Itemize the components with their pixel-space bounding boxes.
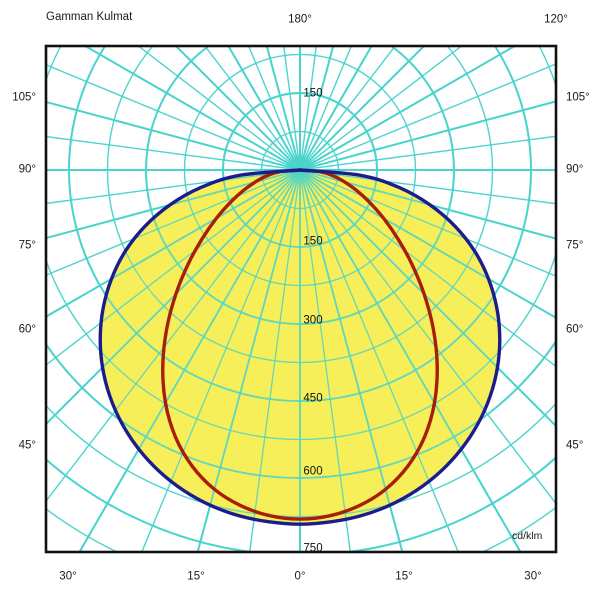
- grid-ring: [183, 53, 417, 287]
- grid-ray: [299, 169, 556, 428]
- grid-ring: [46, 339, 556, 479]
- grid-ray: [46, 169, 301, 318]
- axis-label-left-3: 60°: [18, 323, 36, 336]
- grid-ray: [174, 46, 301, 171]
- grid-ray: [46, 169, 301, 426]
- radial-scale-label-0: 150: [303, 87, 323, 100]
- radial-scale-label-5: 750: [303, 542, 323, 555]
- grid-ray: [299, 46, 396, 171]
- grid-ray: [204, 46, 301, 171]
- grid-ray: [83, 46, 301, 171]
- grid-ray: [299, 46, 463, 171]
- radial-scale-label-3: 450: [303, 392, 323, 405]
- page-title: Gamman Kulmat: [46, 11, 133, 23]
- radial-scale-label-2: 300: [303, 314, 323, 327]
- grid-ray: [46, 64, 301, 171]
- radial-scale-label-1: 150: [303, 235, 323, 248]
- grid-ray: [299, 63, 556, 171]
- axis-label-right-2: 75°: [566, 239, 584, 252]
- grid-ray: [196, 169, 301, 552]
- axis-label-top-0: 180°: [288, 13, 312, 26]
- grid-ray: [299, 169, 556, 319]
- grid-ray: [299, 169, 522, 552]
- grid-ray: [137, 46, 301, 171]
- grid-ray: [299, 169, 556, 368]
- grid-ray: [299, 100, 556, 171]
- axis-label-bottom-0: 30°: [59, 570, 77, 583]
- grid-ray: [46, 169, 301, 240]
- axis-label-left-4: 45°: [18, 439, 36, 452]
- grid-ring: [68, 46, 532, 402]
- grid-ray: [46, 169, 301, 366]
- axis-label-bottom-2: 0°: [294, 570, 306, 583]
- grid-ray: [46, 169, 301, 276]
- axis-label-right-3: 60°: [566, 323, 584, 336]
- axis-label-bottom-3: 15°: [395, 570, 413, 583]
- axis-label-left-1: 90°: [18, 163, 36, 176]
- grid-ray: [299, 169, 556, 505]
- grid-ray: [78, 169, 301, 552]
- grid-ring: [46, 402, 556, 518]
- grid-ray: [299, 46, 426, 171]
- grid-ring: [260, 130, 340, 210]
- axis-label-right-0: 105°: [566, 91, 590, 104]
- axis-label-bottom-4: 30°: [524, 570, 542, 583]
- plot-frame-border: [44, 44, 558, 554]
- grid-ring: [106, 46, 494, 364]
- curve-c0-c180: [98, 168, 502, 526]
- grid-ray: [46, 100, 301, 171]
- axis-label-right-1: 90°: [566, 163, 584, 176]
- axis-label-right-4: 45°: [566, 439, 584, 452]
- unit-label: cd/klm: [512, 530, 543, 542]
- axis-label-left-0: 105°: [12, 91, 36, 104]
- grid-ring: [222, 92, 378, 248]
- grid-ray: [299, 169, 404, 552]
- grid-ray: [299, 169, 556, 205]
- grid-ring: [46, 46, 556, 441]
- axis-label-left-2: 75°: [18, 239, 36, 252]
- grid-ray: [141, 169, 301, 552]
- grid-ray: [299, 169, 556, 240]
- grid-ray: [299, 169, 556, 277]
- axis-label-bottom-1: 15°: [187, 570, 205, 583]
- axis-label-top-1: 120°: [544, 13, 568, 26]
- grid-ray: [299, 135, 556, 171]
- grid-ray: [299, 46, 517, 171]
- grid-ray: [299, 169, 459, 552]
- curve-c90-c270: [161, 168, 439, 521]
- grid-ring: [145, 46, 455, 325]
- grid-ray: [299, 169, 351, 552]
- grid-ray: [46, 169, 301, 205]
- grid-ray: [249, 169, 301, 552]
- grid-ray: [46, 135, 301, 171]
- radial-scale-label-4: 600: [303, 465, 323, 478]
- grid-ray: [46, 169, 301, 503]
